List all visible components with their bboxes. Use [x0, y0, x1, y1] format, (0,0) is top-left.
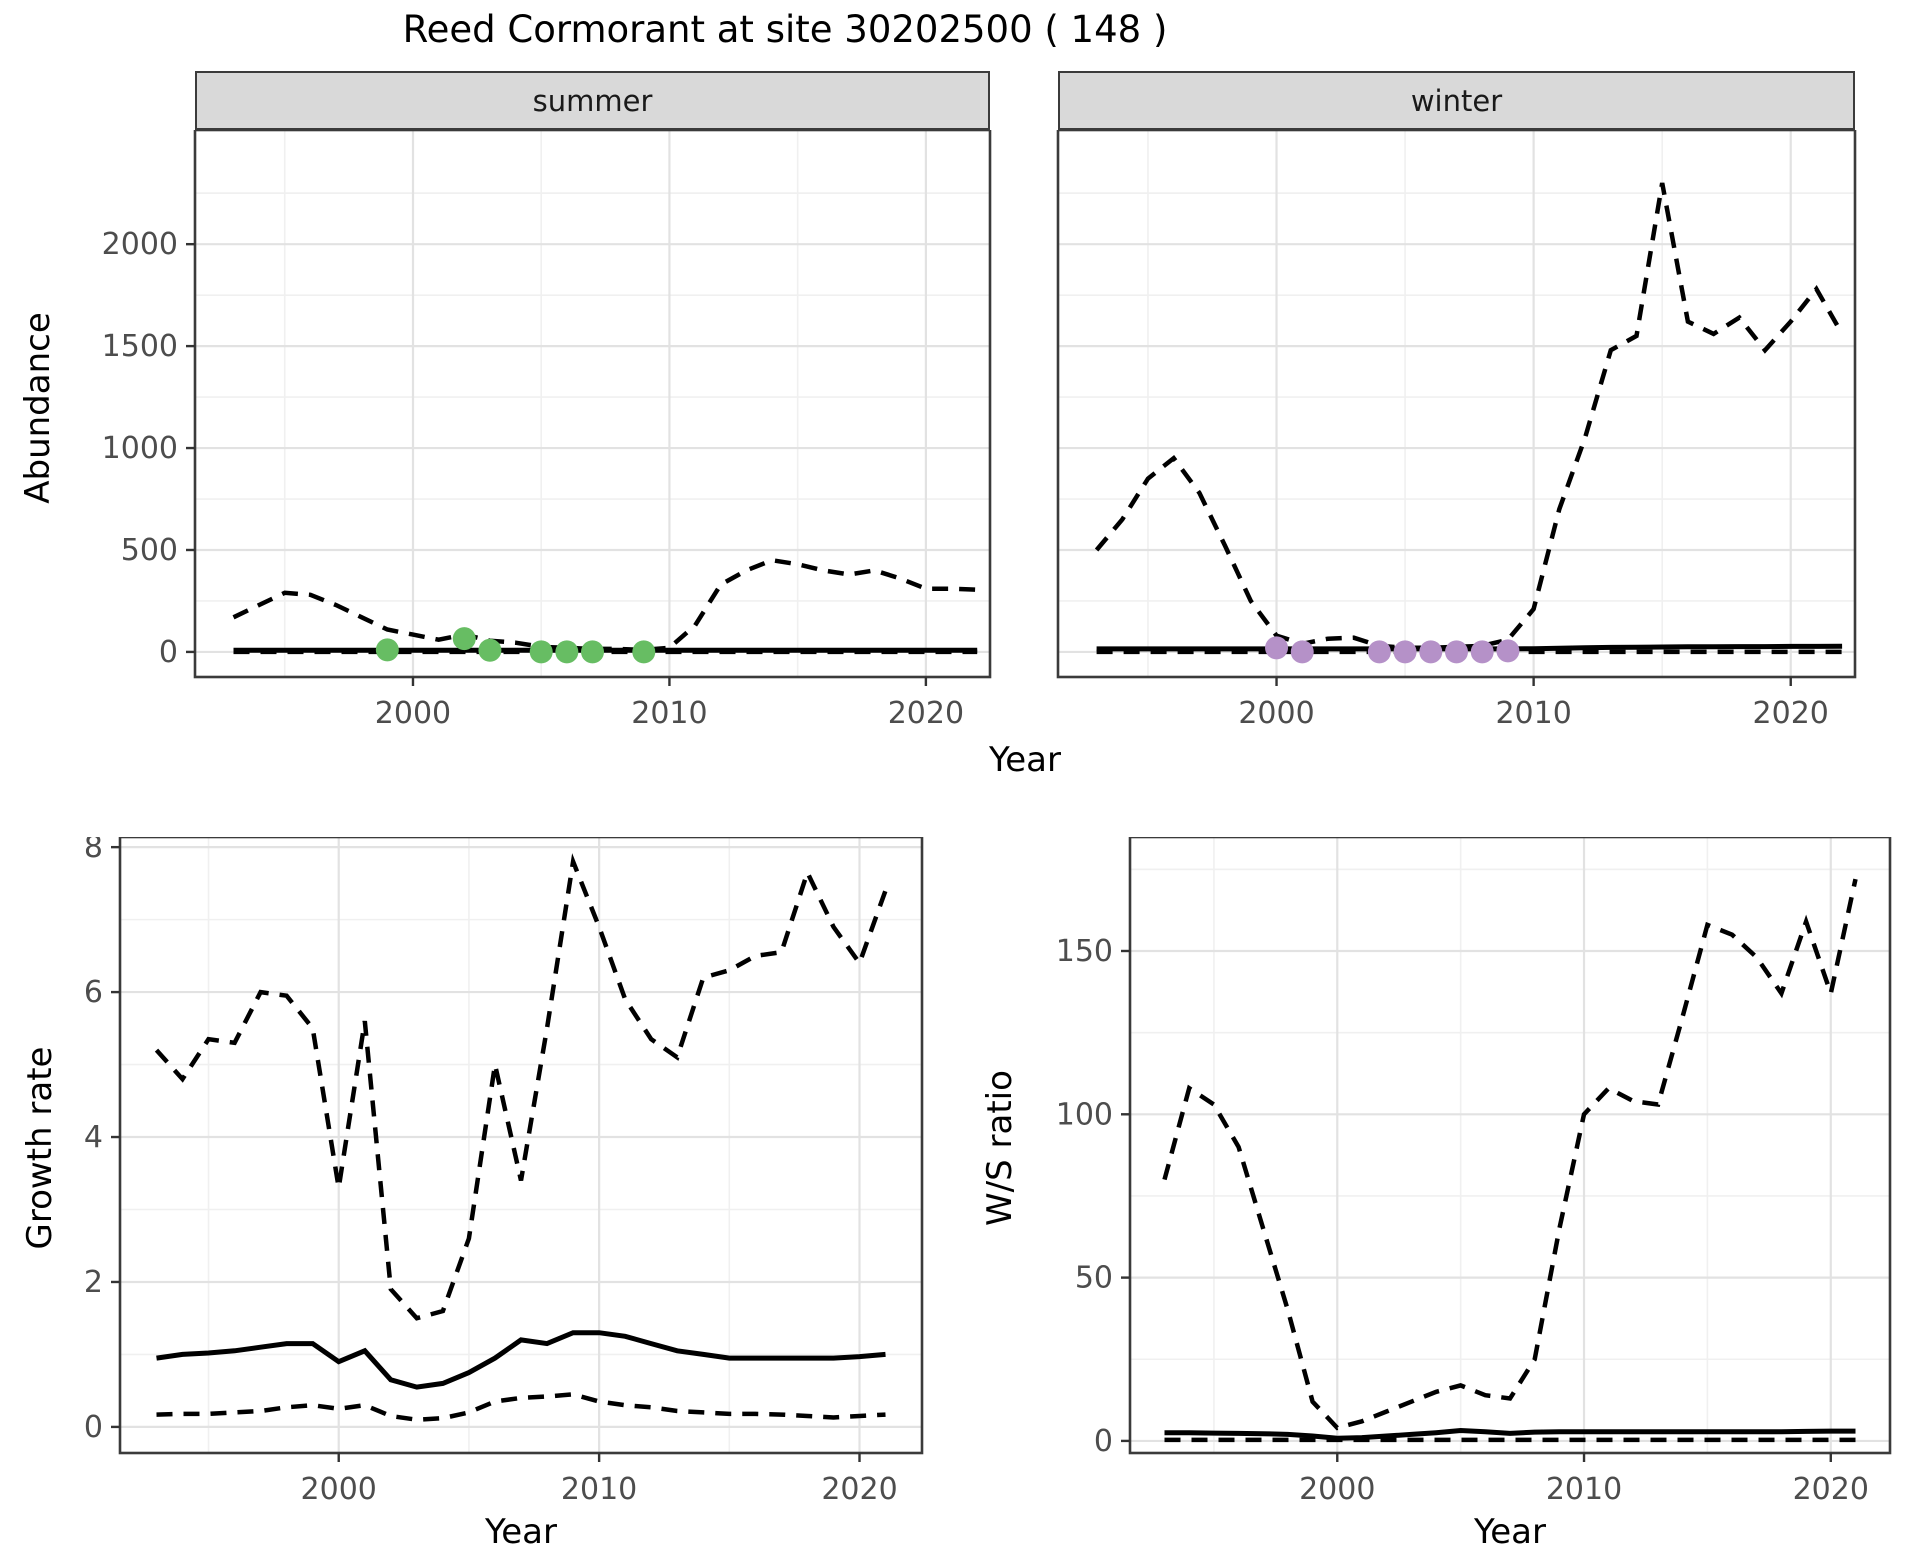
y-tick-label: 0 — [1094, 1424, 1113, 1459]
x-tick-label: 2000 — [301, 1472, 377, 1507]
y-tick-label: 2 — [84, 1265, 103, 1300]
observed-counts-point — [1290, 640, 1314, 664]
y-tick-label: 50 — [1075, 1261, 1113, 1296]
y-axis-title-abundance: Abundance — [18, 312, 58, 504]
panel-border — [118, 837, 924, 1455]
x-tick-label: 2010 — [561, 1472, 637, 1507]
observed-counts-point — [581, 640, 604, 664]
x-tick-label: 2020 — [888, 696, 964, 731]
series-median — [156, 1330, 886, 1390]
observed-counts-point — [529, 640, 553, 664]
x-axis-title-ws: Year — [1474, 1512, 1546, 1552]
y-tick-label: 1000 — [102, 431, 178, 466]
panel-border — [1128, 837, 1892, 1455]
observed-counts-point — [478, 638, 502, 662]
facet-strip-summer-label: summer — [532, 83, 653, 118]
observed-counts-point — [375, 638, 399, 662]
observed-counts-point — [1419, 640, 1443, 664]
x-tick-label: 2010 — [1495, 696, 1571, 731]
y-tick-label: 500 — [121, 533, 178, 568]
y-tick-label: 2000 — [102, 227, 178, 262]
observed-counts-point — [1265, 636, 1289, 660]
x-tick-label: 2020 — [1753, 696, 1829, 731]
observed-counts-point — [1393, 640, 1417, 664]
observed-counts-point — [1367, 640, 1391, 664]
facet-strip-winter: winter — [1058, 71, 1855, 130]
observed-counts-point — [1445, 640, 1468, 664]
panel-canvas-ws-ratio: 2000 2010 2020 0 50 100 150 — [1056, 837, 1892, 1507]
observed-counts-point — [1496, 639, 1520, 663]
panel-canvas-growth-rate: 2000 2010 2020 0 2 4 6 8 — [84, 837, 924, 1507]
observed-counts-point — [1470, 640, 1494, 664]
series-lower-95ci — [156, 1392, 886, 1422]
series-median — [1096, 643, 1843, 652]
observed-counts-point — [555, 640, 579, 664]
y-tick-label: 6 — [84, 975, 103, 1010]
panel-border — [1056, 130, 1857, 679]
x-axis-title-growth: Year — [485, 1512, 557, 1552]
x-tick-label: 2020 — [821, 1472, 897, 1507]
facet-strip-summer: summer — [195, 71, 990, 130]
chart-title: Reed Cormorant at site 30202500 ( 148 ) — [402, 8, 1168, 51]
x-tick-label: 2000 — [1299, 1472, 1375, 1507]
y-tick-label: 150 — [1056, 934, 1113, 969]
y-tick-label: 100 — [1056, 1097, 1113, 1132]
facet-strip-winter-label: winter — [1410, 83, 1503, 118]
y-tick-label: 1500 — [102, 329, 178, 364]
y-tick-label: 8 — [84, 837, 103, 865]
x-tick-label: 2020 — [1793, 1472, 1869, 1507]
x-axis-title-top: Year — [989, 740, 1061, 780]
x-tick-label: 2000 — [375, 696, 451, 731]
x-tick-label: 2000 — [1238, 696, 1314, 731]
series-upper-95ci — [1162, 878, 1858, 1431]
y-axis-title-ws-ratio: W/S ratio — [980, 1070, 1020, 1226]
panel-canvas-abundance-summer: 2000 2010 2020 0 500 1000 1500 2000 — [102, 130, 992, 731]
y-tick-label: 0 — [159, 635, 178, 670]
panel-border — [193, 130, 992, 679]
x-tick-label: 2010 — [1546, 1472, 1622, 1507]
series-upper-95ci — [154, 853, 888, 1321]
observed-counts-point — [632, 640, 656, 664]
series-upper-95ci — [1094, 182, 1845, 651]
series-median — [1164, 1427, 1856, 1441]
y-tick-label: 4 — [84, 1120, 103, 1155]
y-tick-label: 0 — [84, 1410, 103, 1445]
x-tick-label: 2010 — [631, 696, 707, 731]
panel-canvas-abundance-winter: 2000 2010 2020 — [1056, 130, 1857, 731]
observed-counts-point — [452, 627, 476, 651]
